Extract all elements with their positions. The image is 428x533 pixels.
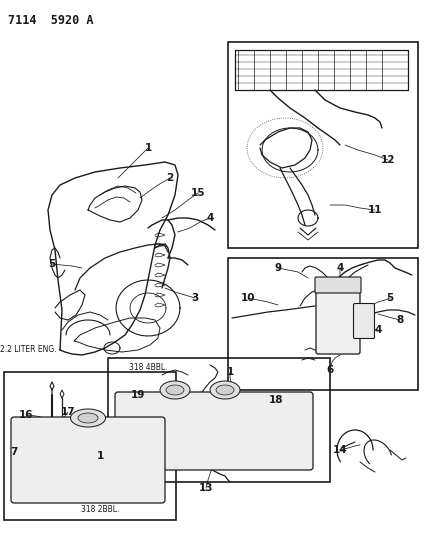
Ellipse shape — [160, 381, 190, 399]
Text: 4: 4 — [336, 263, 344, 273]
Text: 7114  5920 A: 7114 5920 A — [8, 14, 93, 27]
Text: 318 2BBL.: 318 2BBL. — [81, 505, 119, 514]
FancyBboxPatch shape — [115, 392, 313, 470]
Text: 18: 18 — [269, 395, 283, 405]
Bar — [108, 358, 330, 482]
Text: 8: 8 — [396, 315, 404, 325]
Text: 14: 14 — [333, 445, 347, 455]
Text: 6: 6 — [327, 365, 333, 375]
Text: 13: 13 — [199, 483, 213, 493]
Text: 2.2 LITER ENG.: 2.2 LITER ENG. — [0, 345, 56, 354]
Text: 19: 19 — [131, 390, 145, 400]
Text: 12: 12 — [381, 155, 395, 165]
FancyBboxPatch shape — [11, 417, 165, 503]
Bar — [4, 372, 176, 520]
Ellipse shape — [166, 385, 184, 395]
Text: 1: 1 — [96, 451, 104, 461]
Text: 11: 11 — [368, 205, 382, 215]
Text: 1: 1 — [144, 143, 152, 153]
Text: 15: 15 — [191, 188, 205, 198]
Ellipse shape — [78, 413, 98, 423]
Text: 5: 5 — [386, 293, 394, 303]
Ellipse shape — [216, 385, 234, 395]
Text: 4: 4 — [206, 213, 214, 223]
Ellipse shape — [71, 409, 105, 427]
Text: 16: 16 — [19, 410, 33, 420]
FancyBboxPatch shape — [315, 277, 361, 293]
Text: 9: 9 — [274, 263, 282, 273]
Text: 3: 3 — [191, 293, 199, 303]
Text: 2: 2 — [166, 173, 174, 183]
FancyBboxPatch shape — [316, 288, 360, 354]
Text: 17: 17 — [61, 407, 75, 417]
Text: 5: 5 — [48, 259, 56, 269]
FancyBboxPatch shape — [354, 303, 374, 338]
Text: 10: 10 — [241, 293, 255, 303]
Text: 1: 1 — [226, 367, 234, 377]
Ellipse shape — [210, 381, 240, 399]
Text: 318 4BBL.: 318 4BBL. — [129, 364, 167, 373]
Bar — [228, 258, 418, 390]
Text: 7: 7 — [10, 447, 18, 457]
Bar — [228, 42, 418, 248]
Text: 4: 4 — [374, 325, 382, 335]
